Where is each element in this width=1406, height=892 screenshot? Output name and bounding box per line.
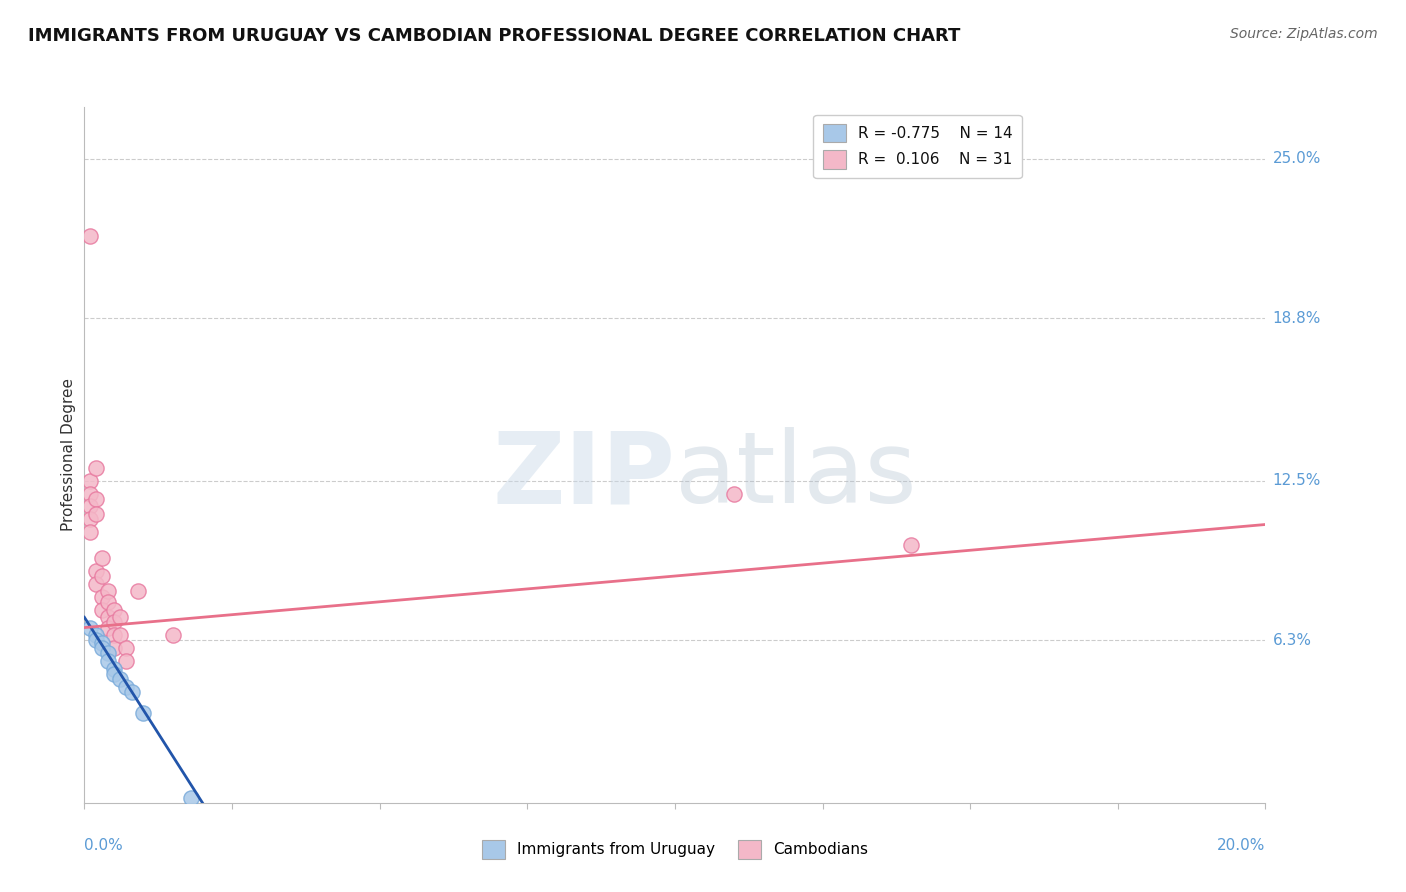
Point [108,628,131,642]
Point [723,486,745,500]
Point [103,615,125,630]
Point [103,602,125,616]
Point [91,636,114,650]
Point [79,486,101,500]
Point [84,507,107,521]
Point [114,654,136,668]
Point [79,228,101,243]
Text: ZIP: ZIP [492,427,675,524]
Point [180,790,202,805]
Point [97,654,120,668]
Point [97,621,120,635]
Text: Source: ZipAtlas.com: Source: ZipAtlas.com [1230,27,1378,41]
Text: 20.0%: 20.0% [1218,838,1265,854]
Point [84,460,107,475]
Point [91,602,114,616]
Point [97,584,120,599]
Point [84,491,107,506]
Point [103,628,125,642]
Point [114,680,136,694]
Point [97,646,120,660]
Y-axis label: Professional Degree: Professional Degree [60,378,76,532]
Point [79,474,101,488]
Point [900,538,922,552]
Point [91,590,114,604]
Point [114,641,136,656]
Point [79,500,101,514]
Text: 25.0%: 25.0% [1272,151,1320,166]
Point [103,641,125,656]
Text: 18.8%: 18.8% [1272,310,1320,326]
Point [121,685,143,699]
Point [91,551,114,566]
Point [91,641,114,656]
Point [108,672,131,686]
Point [84,576,107,591]
Point [91,569,114,583]
Point [103,662,125,676]
Text: 6.3%: 6.3% [1272,633,1312,648]
Point [103,667,125,681]
Point [162,628,184,642]
Text: 12.5%: 12.5% [1272,473,1320,488]
Point [97,610,120,624]
Point [132,706,155,720]
Point [79,621,101,635]
Point [127,584,149,599]
Point [79,512,101,526]
Point [84,564,107,578]
Point [97,595,120,609]
Point [84,633,107,648]
Point [79,525,101,540]
Point [84,628,107,642]
Text: atlas: atlas [675,427,917,524]
Text: IMMIGRANTS FROM URUGUAY VS CAMBODIAN PROFESSIONAL DEGREE CORRELATION CHART: IMMIGRANTS FROM URUGUAY VS CAMBODIAN PRO… [28,27,960,45]
Point [108,610,131,624]
Text: 0.0%: 0.0% [84,838,124,854]
Legend: Immigrants from Uruguay, Cambodians: Immigrants from Uruguay, Cambodians [475,834,875,864]
